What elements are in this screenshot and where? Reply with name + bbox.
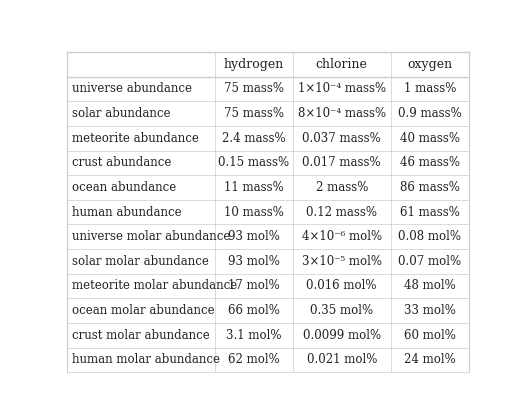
- Text: human molar abundance: human molar abundance: [72, 353, 220, 366]
- Text: 0.07 mol%: 0.07 mol%: [398, 255, 461, 268]
- Text: 75 mass%: 75 mass%: [224, 82, 283, 95]
- Text: 2 mass%: 2 mass%: [315, 181, 368, 194]
- Text: crust abundance: crust abundance: [72, 156, 172, 169]
- Text: universe molar abundance: universe molar abundance: [72, 230, 231, 243]
- Text: solar molar abundance: solar molar abundance: [72, 255, 209, 268]
- Text: 40 mass%: 40 mass%: [400, 132, 460, 145]
- Text: 24 mol%: 24 mol%: [404, 353, 456, 366]
- Text: 1×10⁻⁴ mass%: 1×10⁻⁴ mass%: [298, 82, 386, 95]
- Text: 0.016 mol%: 0.016 mol%: [306, 279, 377, 292]
- Text: oxygen: oxygen: [407, 58, 452, 71]
- Text: 8×10⁻⁴ mass%: 8×10⁻⁴ mass%: [298, 107, 386, 120]
- Text: 0.017 mass%: 0.017 mass%: [302, 156, 381, 169]
- Text: 61 mass%: 61 mass%: [400, 206, 460, 218]
- Text: hydrogen: hydrogen: [223, 58, 284, 71]
- Text: 60 mol%: 60 mol%: [404, 329, 456, 342]
- Text: 11 mass%: 11 mass%: [224, 181, 283, 194]
- Text: 2.4 mass%: 2.4 mass%: [222, 132, 286, 145]
- Text: 48 mol%: 48 mol%: [404, 279, 456, 292]
- Text: 93 mol%: 93 mol%: [228, 255, 280, 268]
- Text: 3.1 mol%: 3.1 mol%: [226, 329, 281, 342]
- Text: 0.037 mass%: 0.037 mass%: [302, 132, 381, 145]
- Text: 0.08 mol%: 0.08 mol%: [399, 230, 461, 243]
- Text: 3×10⁻⁵ mol%: 3×10⁻⁵ mol%: [302, 255, 382, 268]
- Text: 0.15 mass%: 0.15 mass%: [218, 156, 289, 169]
- Text: meteorite abundance: meteorite abundance: [72, 132, 199, 145]
- Text: human abundance: human abundance: [72, 206, 182, 218]
- Text: 33 mol%: 33 mol%: [404, 304, 456, 317]
- Text: 0.35 mol%: 0.35 mol%: [310, 304, 373, 317]
- Text: 66 mol%: 66 mol%: [228, 304, 280, 317]
- Text: 93 mol%: 93 mol%: [228, 230, 280, 243]
- Text: 10 mass%: 10 mass%: [224, 206, 283, 218]
- Text: ocean abundance: ocean abundance: [72, 181, 177, 194]
- Text: 75 mass%: 75 mass%: [224, 107, 283, 120]
- Text: 4×10⁻⁶ mol%: 4×10⁻⁶ mol%: [302, 230, 382, 243]
- Text: 0.0099 mol%: 0.0099 mol%: [303, 329, 381, 342]
- Text: 86 mass%: 86 mass%: [400, 181, 460, 194]
- Text: 0.9 mass%: 0.9 mass%: [398, 107, 462, 120]
- Text: ocean molar abundance: ocean molar abundance: [72, 304, 215, 317]
- Text: 17 mol%: 17 mol%: [228, 279, 280, 292]
- Text: meteorite molar abundance: meteorite molar abundance: [72, 279, 237, 292]
- Text: chlorine: chlorine: [316, 58, 368, 71]
- Text: 46 mass%: 46 mass%: [400, 156, 460, 169]
- Text: 0.12 mass%: 0.12 mass%: [306, 206, 377, 218]
- Text: universe abundance: universe abundance: [72, 82, 192, 95]
- Text: 1 mass%: 1 mass%: [404, 82, 456, 95]
- Text: 62 mol%: 62 mol%: [228, 353, 280, 366]
- Text: crust molar abundance: crust molar abundance: [72, 329, 210, 342]
- Text: 0.021 mol%: 0.021 mol%: [306, 353, 377, 366]
- Text: solar abundance: solar abundance: [72, 107, 171, 120]
